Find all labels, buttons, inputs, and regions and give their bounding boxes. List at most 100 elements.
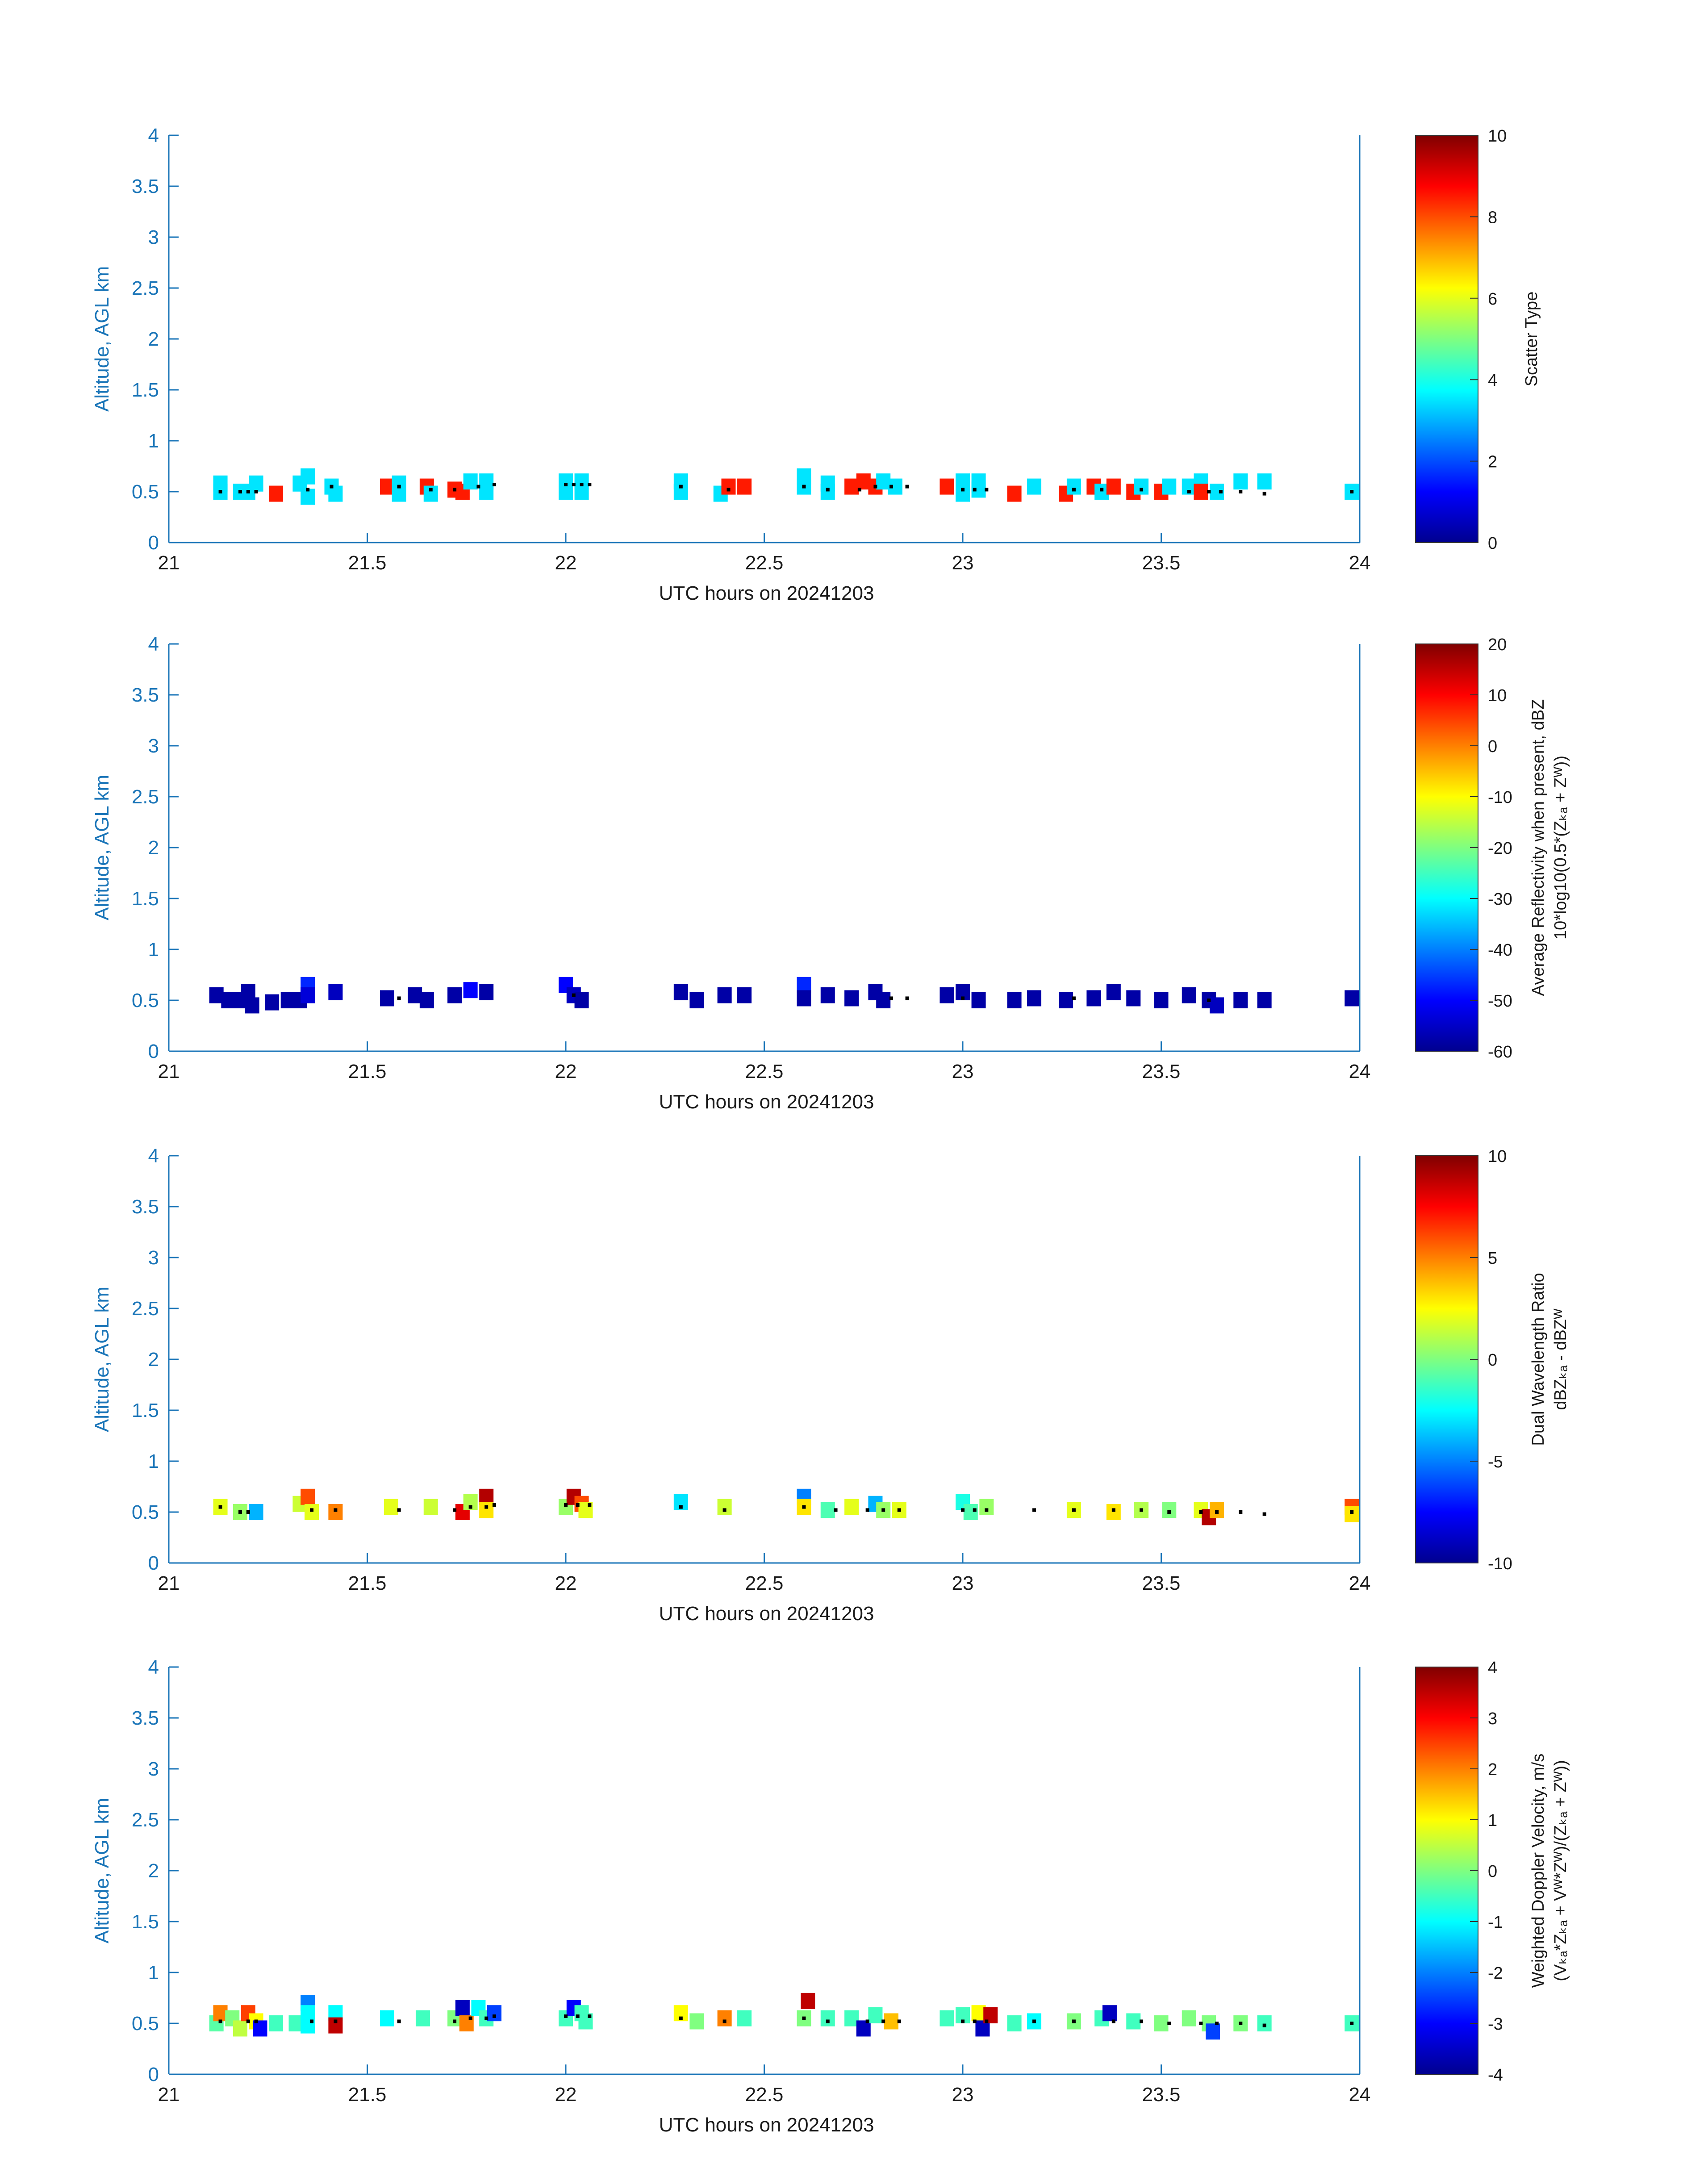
marker-dot — [429, 488, 433, 492]
data-cell — [1027, 478, 1042, 495]
marker-dot — [961, 488, 965, 492]
colorbar: -10 -5 0 5 10 Dual Wavelength Ratio dBZₖₐ - dB… — [1415, 1147, 1570, 1573]
marker-dot — [246, 2019, 250, 2023]
marker-dot — [679, 485, 683, 489]
marker-dot — [1239, 1510, 1243, 1514]
marker-dot — [564, 483, 568, 487]
colorbar-label: 10*log10(0.5*(Zₖₐ + Zᵂ)) — [1551, 756, 1570, 940]
marker-dots — [218, 2014, 1354, 2027]
x-tick-label: 22.5 — [745, 552, 784, 574]
data-cell — [1126, 2013, 1141, 2030]
y-tick-label: 1.5 — [132, 1911, 159, 1933]
data-cell — [1154, 2015, 1169, 2031]
y-axis-label: Altitude, AGL km — [91, 1287, 113, 1432]
marker-dot — [889, 996, 893, 1000]
data-cell — [1162, 1502, 1177, 1518]
data-cell — [1182, 987, 1196, 1003]
y-tick-label: 2.5 — [132, 786, 159, 808]
data-cell — [463, 982, 478, 999]
y-tick-label: 1.5 — [132, 1400, 159, 1421]
data-cell — [689, 992, 704, 1008]
data-cell — [249, 1504, 263, 1520]
y-tick-label: 3 — [148, 1758, 159, 1780]
marker-dot — [334, 1508, 338, 1512]
data-cell — [423, 1499, 438, 1515]
x-tick-label: 23 — [952, 1572, 974, 1594]
data-cell — [737, 478, 752, 495]
marker-dot — [905, 485, 909, 489]
x-axis-label: UTC hours on 20241203 — [659, 2114, 874, 2136]
marker-dot — [985, 1508, 989, 1512]
x-tick-label: 23.5 — [1142, 1061, 1181, 1082]
data-cell — [305, 1504, 319, 1520]
data-cell — [213, 2005, 228, 2022]
x-tick-label: 23 — [952, 1061, 974, 1082]
colorbar-tick-label: -60 — [1488, 1043, 1512, 1061]
data-cell — [479, 484, 494, 500]
y-tick-label: 0.5 — [132, 990, 159, 1011]
data-cell — [1194, 484, 1208, 500]
y-tick-label: 1 — [148, 1450, 159, 1472]
data-cell — [737, 2010, 752, 2027]
data-cell — [737, 987, 752, 1003]
data-cell — [265, 994, 280, 1011]
x-tick-label: 23.5 — [1142, 552, 1181, 574]
colorbar-tick-label: -10 — [1488, 1554, 1512, 1573]
x-tick-label: 22.5 — [745, 1572, 784, 1594]
data-cell — [1106, 1504, 1121, 1520]
data-cell — [1066, 478, 1081, 495]
y-tick-label: 0 — [148, 1040, 159, 1062]
x-tick-label: 21 — [158, 2084, 180, 2106]
marker-dot — [961, 996, 965, 1000]
data-cell — [301, 987, 315, 1003]
y-tick-label: 3 — [148, 1247, 159, 1269]
y-axis-label: Altitude, AGL km — [91, 775, 113, 920]
data-cell — [221, 992, 236, 1008]
marker-dot — [1140, 2019, 1144, 2023]
y-tick-label: 2.5 — [132, 277, 159, 299]
data-cells — [209, 977, 1359, 1014]
marker-dot — [254, 2019, 258, 2023]
data-cell — [1007, 485, 1022, 502]
data-cell — [479, 984, 494, 1000]
colorbar-tick-label: -30 — [1488, 890, 1512, 909]
data-cell — [479, 1502, 494, 1518]
marker-dot — [802, 2016, 806, 2020]
colorbar-tick-label: 5 — [1488, 1249, 1497, 1268]
x-tick-label: 22 — [555, 1061, 577, 1082]
y-tick-label: 0.5 — [132, 481, 159, 503]
marker-dots — [397, 993, 1211, 1002]
colorbar-tick-label: -10 — [1488, 788, 1512, 807]
marker-dot — [564, 1503, 568, 1507]
y-tick-label: 0 — [148, 2064, 159, 2085]
colorbar-tick-label: 10 — [1488, 127, 1507, 146]
marker-dot — [826, 488, 830, 492]
marker-dot — [218, 490, 222, 493]
marker-dot — [238, 1510, 242, 1514]
colorbar: -4 -3 -2 -1 0 1 2 3 4 Weighted Doppler Velocity, … — [1415, 1659, 1570, 2085]
data-cell — [1106, 478, 1121, 495]
marker-dot — [1219, 490, 1223, 493]
x-tick-label: 21 — [158, 552, 180, 574]
y-tick-label: 3 — [148, 735, 159, 757]
x-tick-label: 24 — [1349, 1572, 1371, 1594]
marker-dot — [576, 1503, 580, 1507]
data-cell — [245, 997, 259, 1014]
colorbar: 0 2 4 6 8 10 Scatter Type — [1415, 127, 1541, 553]
marker-dot — [1100, 488, 1104, 492]
x-tick-label: 23.5 — [1142, 2084, 1181, 2106]
marker-dot — [1072, 488, 1076, 492]
data-cell — [1154, 992, 1169, 1008]
data-cell — [1102, 2005, 1117, 2022]
marker-dot — [1072, 1508, 1076, 1512]
colorbar-tick-label: -1 — [1488, 1913, 1503, 1932]
marker-dot — [476, 485, 480, 489]
colorbar-tick-label: 6 — [1488, 290, 1497, 309]
data-cell — [1007, 2015, 1022, 2031]
x-tick-label: 23.5 — [1142, 1572, 1181, 1594]
colorbar-tick-label: -5 — [1488, 1453, 1503, 1471]
marker-dot — [973, 488, 977, 492]
marker-dot — [397, 1508, 401, 1512]
y-tick-label: 4 — [148, 633, 159, 655]
colorbar-tick-label: 0 — [1488, 1862, 1497, 1881]
